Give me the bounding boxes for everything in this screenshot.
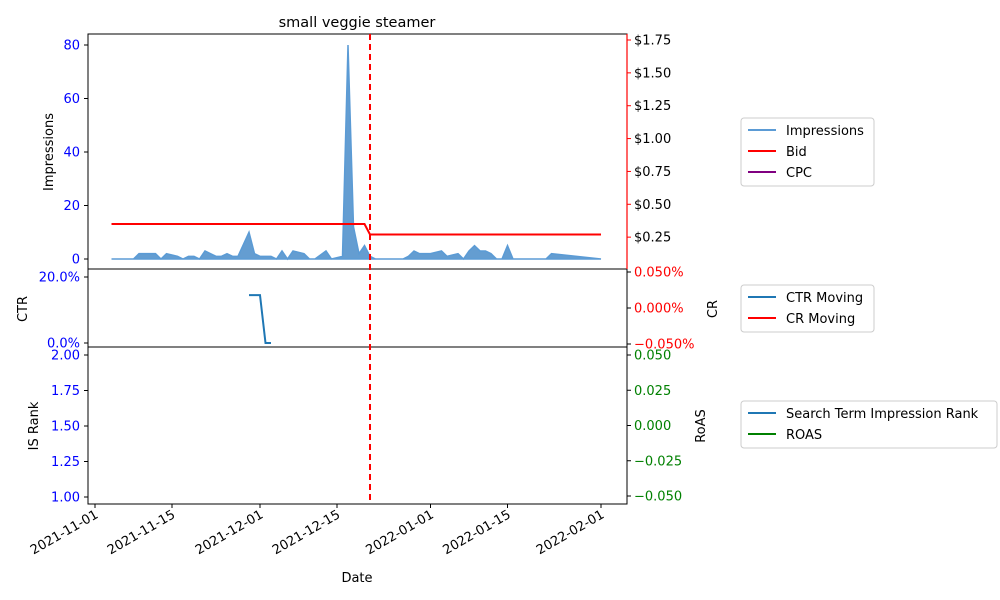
middle-left-axis-label: CTR xyxy=(16,296,31,322)
impressions-area xyxy=(111,44,602,261)
legend-label-impressions: Impressions xyxy=(786,124,864,139)
middle-panel-frame xyxy=(87,268,628,348)
top-legend: Impressions Bid CPC xyxy=(740,117,875,187)
x-tick-label: 2021-12-15 xyxy=(270,507,343,558)
top-left-tick-label: 80 xyxy=(63,39,80,54)
bottom-left-axis-label: IS Rank xyxy=(27,401,42,450)
top-left-axis-label: Impressions xyxy=(42,113,57,191)
top-right-tick-label: $0.25 xyxy=(634,231,671,246)
bottom-right-tick-label: −0.025 xyxy=(634,454,682,469)
middle-right-axis-label: CR xyxy=(706,300,721,318)
legend-label-cpc: CPC xyxy=(786,166,812,181)
bottom-right-tick-label: 0.050 xyxy=(634,349,671,364)
legend-label-is-rank: Search Term Impression Rank xyxy=(786,407,979,422)
bottom-right-tick-label: 0.000 xyxy=(634,419,671,434)
top-left-tick-label: 40 xyxy=(63,146,80,161)
bottom-legend: Search Term Impression Rank ROAS xyxy=(740,400,998,449)
middle-right-tick-label: 0.000% xyxy=(634,302,684,317)
middle-legend: CTR Moving CR Moving xyxy=(740,284,875,333)
bottom-right-axis-label: RoAS xyxy=(694,409,709,443)
bottom-left-tick-label: 1.25 xyxy=(51,455,80,470)
legend-label-bid: Bid xyxy=(786,145,807,160)
bottom-left-tick-label: 1.50 xyxy=(51,420,80,435)
top-left-tick-label: 0 xyxy=(72,253,80,268)
top-right-tick-label: $1.00 xyxy=(634,132,671,147)
top-right-tick-label: $1.25 xyxy=(634,99,671,114)
ctr-moving-line xyxy=(249,294,271,344)
x-tick-label: 2021-11-15 xyxy=(105,507,178,558)
chart-title: small veggie steamer xyxy=(279,15,436,31)
legend-label-roas: ROAS xyxy=(786,428,822,443)
x-axis-label: Date xyxy=(341,571,372,586)
bottom-legend-box xyxy=(740,400,998,449)
middle-right-tick-label: −0.050% xyxy=(634,338,694,353)
bottom-left-tick-label: 1.75 xyxy=(51,384,80,399)
x-tick-label: 2022-01-15 xyxy=(441,507,514,558)
top-left-tick-label: 60 xyxy=(63,92,80,107)
middle-left-tick-label: 20.0% xyxy=(39,271,80,286)
middle-right-tick-label: 0.050% xyxy=(634,266,684,281)
bottom-right-tick-label: −0.050 xyxy=(634,490,682,505)
x-tick-label: 2022-01-01 xyxy=(364,507,437,558)
top-legend-box xyxy=(740,117,875,187)
top-right-tick-label: $1.50 xyxy=(634,66,671,81)
bid-line xyxy=(111,223,601,236)
top-right-tick-label: $0.50 xyxy=(634,198,671,213)
x-tick-label: 2021-12-01 xyxy=(193,507,266,558)
top-right-tick-label: $0.75 xyxy=(634,165,671,180)
middle-left-tick-label: 0.0% xyxy=(47,337,80,352)
bottom-panel-frame xyxy=(87,346,628,505)
top-right-tick-label: $1.75 xyxy=(634,34,671,49)
x-tick-label: 2021-11-01 xyxy=(28,507,101,558)
legend-label-cr-moving: CR Moving xyxy=(786,312,855,327)
bottom-left-tick-label: 1.00 xyxy=(51,491,80,506)
bottom-right-tick-label: 0.025 xyxy=(634,384,671,399)
bottom-left-tick-label: 2.00 xyxy=(51,349,80,364)
top-left-tick-label: 20 xyxy=(63,199,80,214)
legend-label-ctr-moving: CTR Moving xyxy=(786,291,863,306)
x-tick-label: 2022-02-01 xyxy=(534,507,607,558)
